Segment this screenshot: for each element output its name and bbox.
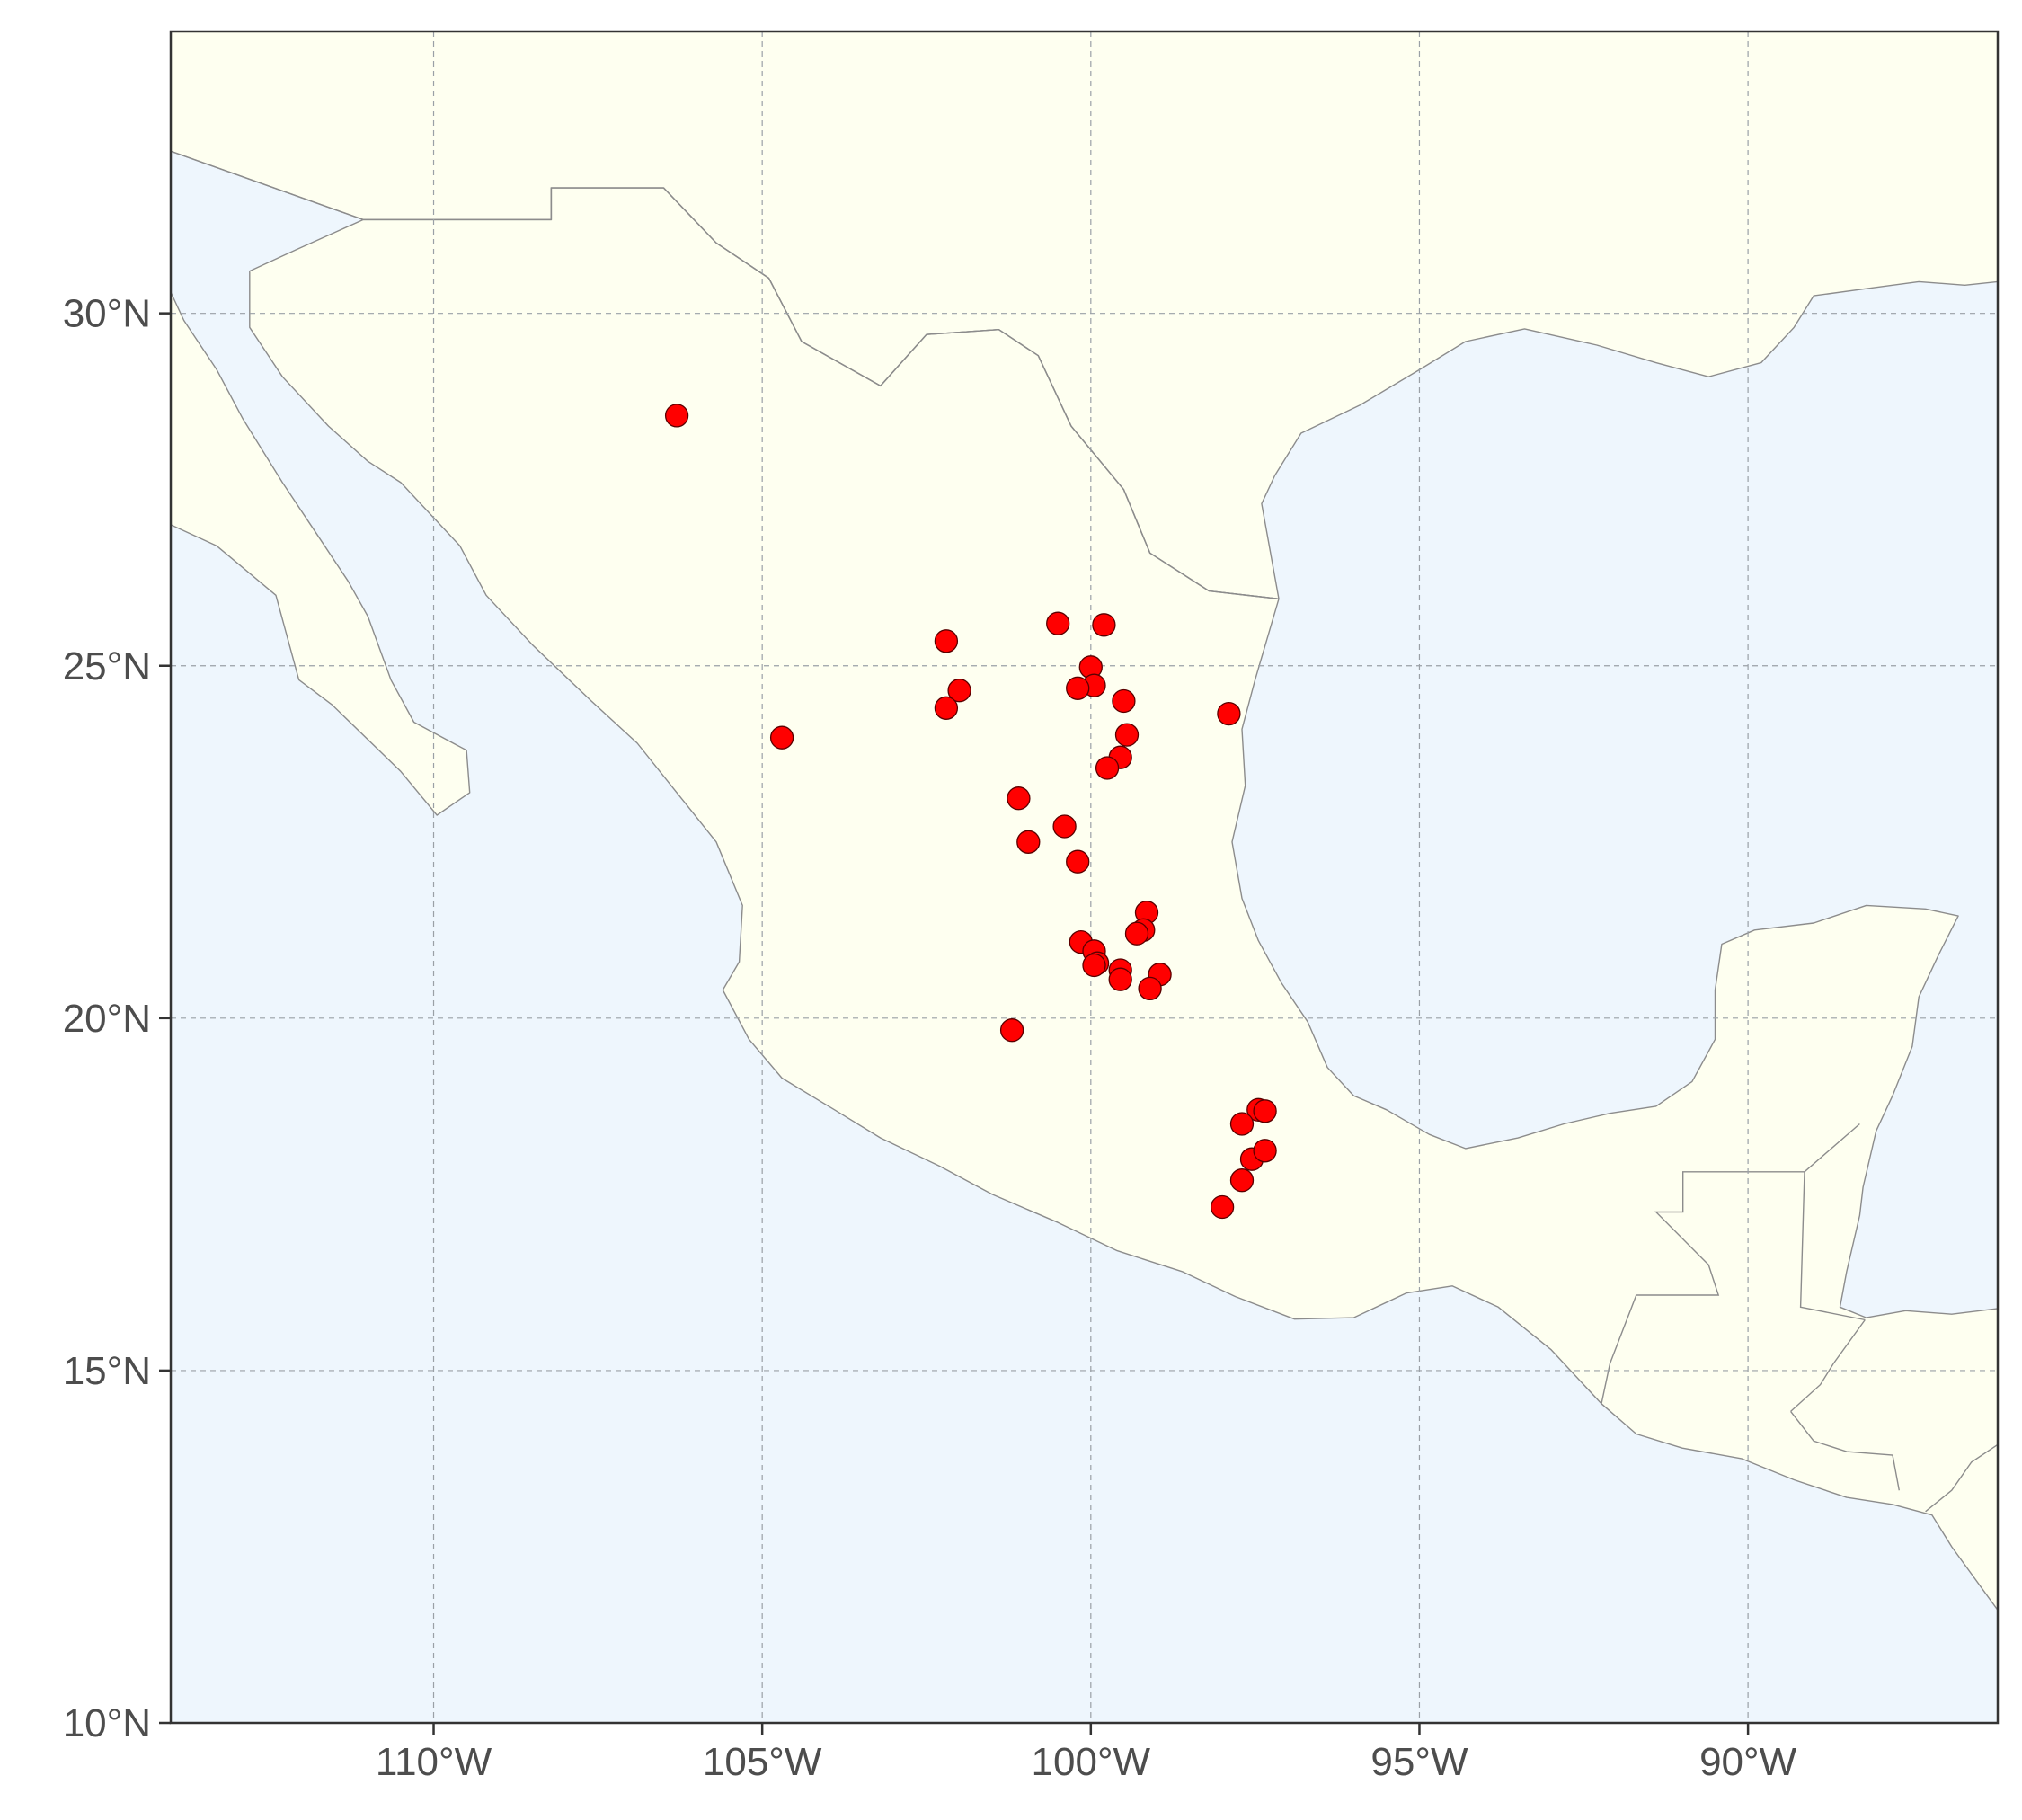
border-line (1799, 1171, 1866, 1321)
occurrence-point (1092, 613, 1116, 637)
occurrence-point (1066, 676, 1090, 700)
y-tick-label: 25°N (63, 644, 151, 688)
x-tick-label: 90°W (1699, 1740, 1797, 1784)
occurrence-point (934, 696, 959, 720)
occurrence-point (1095, 756, 1120, 780)
occurrence-point (1082, 953, 1106, 978)
occurrence-point (1114, 723, 1140, 747)
occurrence-point (999, 1018, 1024, 1043)
border-line (1925, 1443, 1998, 1513)
land-layer (171, 31, 1998, 1611)
y-tick-label: 20°N (63, 997, 151, 1041)
occurrence-point (1112, 688, 1136, 714)
occurrence-point (1210, 1194, 1235, 1220)
occurrence-point (664, 404, 689, 428)
occurrence-point (947, 679, 971, 703)
occurrence-point (1253, 1139, 1277, 1163)
y-tick-label: 30°N (63, 292, 151, 336)
border-line (171, 150, 1280, 599)
occurrence-point (1138, 976, 1162, 1001)
occurrence-point (1229, 1168, 1255, 1193)
y-axis: 10°N 15°N 20°N 25°N 30°N (63, 292, 171, 1745)
occurrence-point (1229, 1112, 1255, 1136)
border-line (1790, 1319, 1866, 1412)
y-tick-label: 15°N (63, 1349, 151, 1393)
occurrence-point (1253, 1099, 1277, 1123)
x-tick-label: 95°W (1370, 1740, 1468, 1784)
x-axis: 110°W 105°W 100°W 95°W 90°W (376, 1723, 1797, 1784)
country-borders (171, 150, 1998, 1513)
x-tick-label: 100°W (1032, 1740, 1151, 1784)
occurrence-point (1046, 611, 1070, 635)
occurrence-point (1124, 921, 1149, 946)
occurrence-point (769, 725, 794, 750)
occurrence-point (934, 629, 959, 653)
occurrence-point (1217, 701, 1241, 726)
x-tick-label: 110°W (376, 1740, 492, 1784)
land-baja-california (171, 185, 471, 816)
occurrence-point (1052, 814, 1077, 839)
occurrence-point (1016, 830, 1041, 854)
occurrence-point (1108, 967, 1132, 991)
border-line (1601, 1123, 1860, 1404)
land-mexico-mainland (249, 187, 1998, 1611)
occurrence-point (1007, 786, 1031, 811)
graticule (171, 31, 1998, 1723)
occurrence-points (664, 404, 1277, 1220)
border-line (1790, 1410, 1900, 1491)
panel-border (169, 30, 2000, 1725)
x-tick-label: 105°W (703, 1740, 822, 1784)
occurrence-point (1066, 849, 1090, 874)
y-tick-label: 10°N (63, 1701, 151, 1745)
